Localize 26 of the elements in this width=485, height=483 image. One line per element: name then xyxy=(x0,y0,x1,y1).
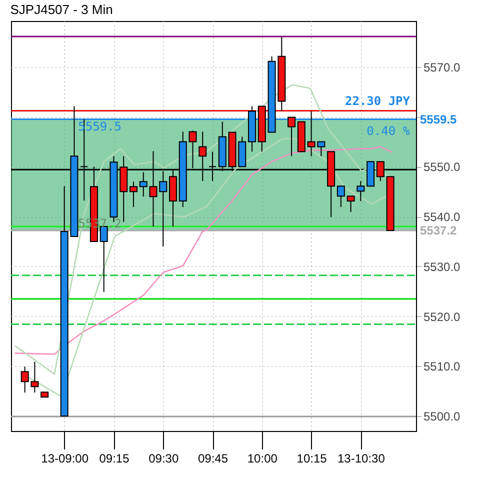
y-tick-label: 5570.0 xyxy=(424,60,461,74)
y-tick-label: 5530.0 xyxy=(424,260,461,274)
x-tick-label: 10:00 xyxy=(247,452,278,466)
candlestick xyxy=(129,181,138,208)
x-tick-label: 13-10:30 xyxy=(337,452,386,466)
y-tick-label: 5550.0 xyxy=(424,160,461,174)
annotation: 0.40 % xyxy=(366,124,411,138)
candlestick xyxy=(356,180,365,202)
candlestick xyxy=(288,116,296,157)
y-tick-label: 5510.0 xyxy=(424,360,461,374)
chart-title: SJPJ4507 - 3 Min xyxy=(10,2,113,17)
annotation: 22.30 JPY xyxy=(344,94,411,108)
line-series xyxy=(14,146,393,355)
y-tick-label: 5520.0 xyxy=(424,310,461,324)
x-tick-label: 09:30 xyxy=(148,452,179,466)
candlestick xyxy=(100,226,108,292)
y-tick-label: 5540.0 xyxy=(424,210,461,224)
x-tick-label: 13-09:00 xyxy=(41,452,89,466)
candlestick xyxy=(346,196,355,213)
x-tick-label: 09:15 xyxy=(99,452,130,466)
ref-line-label: 5537.2 xyxy=(420,223,458,238)
x-tick-label: 10:15 xyxy=(296,452,328,466)
ref-line-label: 5559.5 xyxy=(420,112,458,126)
x-tick-label: 09:45 xyxy=(198,452,228,466)
candlestick xyxy=(336,186,345,208)
y-tick-label: 5500.0 xyxy=(424,410,461,424)
